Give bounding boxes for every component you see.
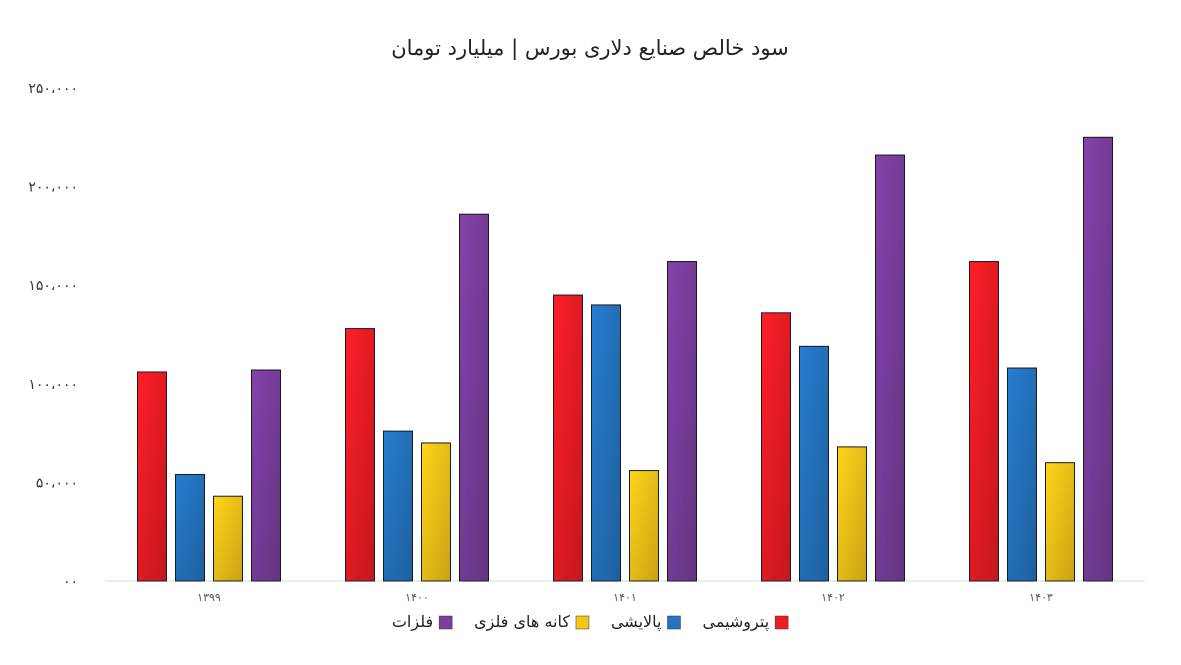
x-tick-label: ۱۴۰۲ [821,591,845,604]
bar [175,474,205,582]
y-axis: ۰۰ ۵۰،۰۰۰ ۱۰۰،۰۰۰ ۱۵۰،۰۰۰ ۲۰۰،۰۰۰ ۲۵۰،۰۰۰ [28,81,78,590]
legend-item: فلزات [392,612,453,632]
bar [251,369,281,582]
legend-swatch [667,615,681,630]
bar [459,213,489,582]
bar [553,294,583,582]
y-tick-label: ۲۵۰،۰۰۰ [28,81,78,97]
bar [837,446,867,582]
bar [591,304,621,582]
legend-label: پتروشیمی [702,612,769,632]
bar [629,470,659,582]
bars [137,136,1113,582]
y-tick-label: ۱۵۰،۰۰۰ [28,278,78,294]
bar [875,154,905,582]
x-tick-label: ۱۴۰۰ [405,591,429,604]
legend-swatch [438,615,453,630]
legend-label: کانه های فلزی [474,612,570,632]
x-tick-label: ۱۳۹۹ [197,591,221,604]
y-tick-label: ۰۰ [63,574,78,590]
x-axis: ۱۳۹۹ ۱۴۰۰ ۱۴۰۱ ۱۴۰۲ ۱۴۰۳ [197,591,1053,604]
bar [421,442,451,582]
bar [1045,462,1075,582]
bar [667,261,697,582]
bar [1083,136,1113,582]
legend-item: پالایشی [611,612,681,632]
legend-item: کانه های فلزی [474,612,590,632]
x-tick-label: ۱۴۰۱ [613,591,637,604]
legend-label: پالایشی [611,612,662,632]
legend-label: فلزات [392,612,433,632]
legend: پتروشیمی پالایشی کانه های فلزی فلزات [392,612,789,632]
legend-item: پتروشیمی [702,612,789,632]
legend-swatch [774,615,789,630]
bar [969,261,999,582]
chart-title: سود خالص صنایع دلاری بورس | میلیارد توما… [391,36,789,61]
y-tick-label: ۱۰۰،۰۰۰ [28,377,78,393]
x-tick-label: ۱۴۰۳ [1029,591,1053,604]
bar [213,495,243,582]
bar [137,371,167,582]
bar [799,345,829,582]
bar [383,430,413,582]
legend-swatch [575,615,590,630]
bar [345,328,375,582]
bar [761,312,791,582]
bar [1007,367,1037,582]
y-tick-label: ۲۰۰،۰۰۰ [28,180,78,196]
y-tick-label: ۵۰،۰۰۰ [36,475,78,491]
